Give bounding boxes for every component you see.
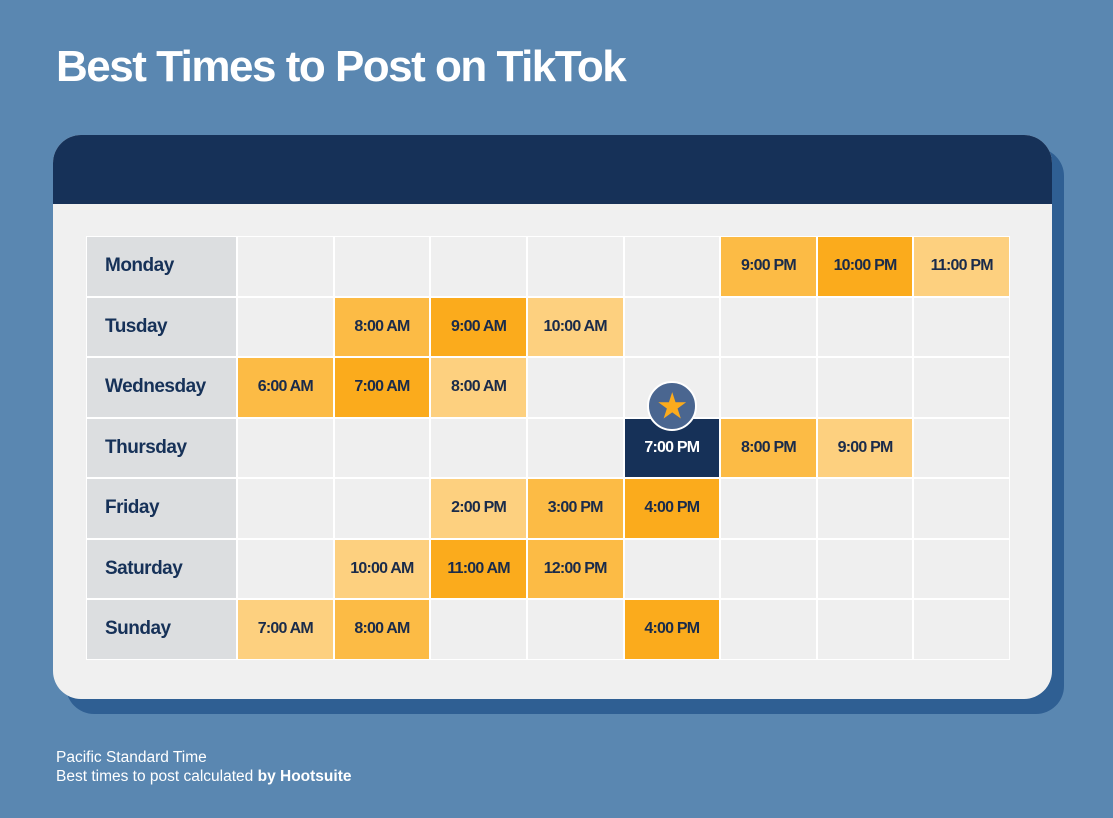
empty-cell	[721, 297, 816, 356]
time-label: 10:00 PM	[833, 257, 898, 275]
time-cell: 6:00 AM	[238, 358, 333, 417]
time-label: 8:00 AM	[354, 620, 410, 638]
day-label: Monday	[87, 237, 236, 296]
time-label: 4:00 PM	[644, 620, 700, 638]
empty-cell	[334, 237, 430, 296]
time-label: 3:00 PM	[547, 499, 604, 517]
empty-cell	[721, 600, 816, 659]
time-label: 9:00 PM	[837, 438, 894, 456]
time-cell: 2:00 PM	[431, 479, 526, 538]
empty-cell	[914, 418, 1009, 477]
time-cell: 8:00 AM	[334, 297, 430, 356]
time-cell: 3:00 PM	[527, 479, 623, 538]
time-cell: 8:00 PM	[721, 418, 816, 477]
time-label: 2:00 PM	[451, 499, 507, 517]
time-cell: 9:00 PM	[721, 237, 816, 296]
time-label: 9:00 PM	[741, 257, 797, 275]
day-label: Tusday	[87, 297, 236, 356]
empty-cell	[914, 358, 1009, 417]
day-label: Saturday	[87, 539, 236, 598]
time-label: 7:00 PM	[644, 438, 700, 456]
time-cell: 12:00 PM	[527, 539, 623, 598]
card-header	[53, 135, 1052, 204]
time-label: 6:00 AM	[257, 378, 314, 396]
time-cell: 11:00 AM	[431, 539, 526, 598]
time-label: 4:00 PM	[644, 499, 700, 517]
empty-cell	[431, 418, 526, 477]
time-cell: 8:00 AM	[431, 358, 526, 417]
empty-cell	[817, 539, 913, 598]
day-label: Thursday	[87, 418, 236, 477]
empty-cell	[721, 358, 816, 417]
time-cell: 8:00 AM	[334, 600, 430, 659]
empty-cell	[431, 237, 526, 296]
time-cell: 10:00 AM	[334, 539, 430, 598]
time-label: 8:00 PM	[741, 438, 797, 456]
source-brand: by Hootsuite	[257, 768, 352, 785]
time-label: 11:00 AM	[447, 559, 510, 577]
empty-cell	[914, 600, 1009, 659]
empty-cell	[238, 479, 333, 538]
time-cell: 7:00 AM	[238, 600, 333, 659]
time-label: 10:00 AM	[350, 559, 414, 577]
best-time-cell: 7:00 PM ★	[624, 380, 720, 477]
empty-cell	[817, 600, 913, 659]
empty-cell	[817, 479, 913, 538]
time-cell: 4:00 PM	[624, 479, 720, 538]
page-title: Best Times to Post on TikTok	[56, 42, 627, 91]
empty-cell	[238, 297, 333, 356]
empty-cell	[721, 539, 816, 598]
empty-cell	[527, 358, 623, 417]
empty-cell	[238, 237, 333, 296]
source-note: Best times to post calculated by Hootsui…	[56, 767, 351, 786]
time-label: 11:00 PM	[930, 257, 994, 275]
star-icon: ★	[646, 380, 697, 431]
day-label: Friday	[87, 479, 236, 538]
day-label: Sunday	[87, 600, 236, 659]
empty-cell	[817, 297, 913, 356]
schedule-grid: Monday 9:00 PM 10:00 PM 11:00 PM Tusday 8:00 …	[86, 236, 1010, 660]
empty-cell	[238, 539, 333, 598]
time-cell: 4:00 PM	[624, 600, 720, 659]
time-label: 9:00 AM	[450, 317, 507, 335]
empty-cell	[431, 600, 526, 659]
time-label: 8:00 AM	[450, 378, 507, 396]
time-cell: 11:00 PM	[914, 237, 1009, 296]
empty-cell	[914, 297, 1009, 356]
empty-cell	[238, 418, 333, 477]
empty-cell	[721, 479, 816, 538]
empty-cell	[334, 479, 430, 538]
footer: Pacific Standard Time Best times to post…	[56, 748, 351, 786]
time-label: 7:00 AM	[257, 620, 314, 638]
time-label: 10:00 AM	[543, 317, 608, 335]
day-label: Wednesday	[87, 358, 236, 417]
time-cell: 10:00 PM	[817, 237, 913, 296]
time-cell: 10:00 AM	[527, 297, 623, 356]
time-cell: 7:00 AM	[334, 358, 430, 417]
empty-cell	[817, 358, 913, 417]
empty-cell	[624, 297, 720, 356]
empty-cell	[527, 418, 623, 477]
empty-cell	[914, 539, 1009, 598]
empty-cell	[527, 237, 623, 296]
timezone-note: Pacific Standard Time	[56, 749, 207, 766]
empty-cell	[624, 237, 720, 296]
time-label: 7:00 AM	[354, 378, 410, 396]
empty-cell	[914, 479, 1009, 538]
empty-cell	[527, 600, 623, 659]
time-label: 8:00 AM	[354, 317, 410, 335]
time-label: 12:00 PM	[543, 559, 608, 577]
empty-cell	[624, 539, 720, 598]
time-cell: 9:00 PM	[817, 418, 913, 477]
source-prefix: Best times to post calculated	[56, 768, 258, 785]
time-cell: 9:00 AM	[431, 297, 526, 356]
empty-cell	[334, 418, 430, 477]
